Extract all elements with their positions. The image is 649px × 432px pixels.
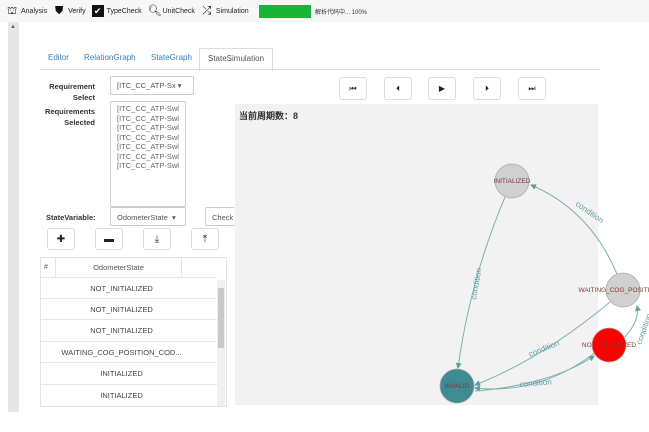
upload-icon: ⤒ [202,233,208,245]
minus-icon: ▬ [104,233,114,245]
edge-initialized-invalid [455,196,506,369]
caret-down-icon: ▾ [177,81,182,90]
table-row[interactable]: INITIALIZED [40,384,217,406]
first-icon: ⏮ [349,83,357,93]
cycle-count: 当前周期数：8 [239,111,299,121]
analysis-button[interactable]: ⛫ Analysis [6,5,48,17]
next-icon: ⏵ [485,83,489,93]
first-step-button[interactable]: ⏮ [339,77,367,100]
edge-notinit-waiting [624,305,641,338]
add-button[interactable]: ✚ [47,228,75,250]
last-step-button[interactable]: ⏭ [518,77,546,100]
edge-notinit-invalid [474,351,597,392]
state-node[interactable] [439,368,475,404]
table-row[interactable]: NOT_INITIALIZED [40,277,217,299]
play-icon: ▶ [438,84,446,93]
tab-editor[interactable]: Editor [48,53,69,62]
column-header-index: # [44,264,48,271]
list-item[interactable]: [ITC_CC_ATP-Swl [117,132,179,142]
previous-step-button[interactable]: ⏴ [384,77,412,100]
simulation-button[interactable]: ⤮ Simulation [202,5,249,17]
toolbar: ⛫ Analysis ⛊ Verify ✔ TypeCheck 🔍︎ UnitCheck… [0,0,649,22]
unitcheck-button[interactable]: 🔍︎ UnitCheck [147,5,195,17]
state-node-label: INVALID [445,383,470,390]
caret-down-icon: ▾ [172,213,176,222]
scroll-up-icon[interactable]: ▲ [10,24,16,30]
table-row[interactable]: NOT_INITIALIZED [40,319,217,341]
previous-icon: ⏴ [396,83,400,93]
tab-divider [40,69,600,70]
list-item[interactable]: [ITC_CC_ATP-Swl [117,142,179,151]
edge-label: condition [574,199,605,225]
requirement-select-label: Requirement Select [49,82,95,102]
state-node[interactable] [605,272,641,308]
plus-icon: ✚ [56,233,66,245]
edge-waiting-initialized [530,184,618,275]
verify-button[interactable]: ⛊ Verify [54,5,86,17]
list-item[interactable]: [ITC_CC_ATP-Swl [117,161,179,170]
state-node[interactable] [591,327,627,363]
table-row[interactable]: NOT_INITIALIZED [40,298,217,320]
list-item[interactable]: [ITC_CC_ATP-Swl [117,104,179,113]
state-node-label: WAITING_COG_POSITION_C [579,287,649,294]
hierarchy-icon: ⛫ [6,5,18,17]
state-node-label: NOT_INITIALIZED [582,342,636,349]
progress-text: 解析代码中... 100% [315,10,368,16]
export-button[interactable]: ⤒ [191,228,219,250]
shuffle-icon: ⤮ [202,5,212,17]
checkbox-icon: ✔ [91,5,104,17]
tab-statesimulation[interactable]: StateSimulation [199,48,274,71]
table-scrollbar[interactable] [217,280,225,406]
requirements-selected-label: Requirements Selected [44,107,95,127]
state-graph-panel: 当前周期数：8 [235,104,598,405]
edge-label: condition [519,377,552,389]
edge-label: condition [527,339,560,359]
remove-button[interactable]: ▬ [95,228,123,250]
state-table: # OdometerState [40,257,227,407]
play-button[interactable]: ▶ [428,77,456,100]
state-node-label: INITIALIZED [494,178,531,185]
requirement-select[interactable]: [ITC_CC_ATP-Sx ▾ [110,76,194,95]
tab-stategraph[interactable]: StateGraph [151,53,192,62]
left-scrollbar[interactable]: ▲ [8,22,19,412]
edge-label: condition [469,267,483,300]
shield-icon: ⛊ [54,5,64,17]
progress-bar [259,5,311,18]
next-step-button[interactable]: ⏵ [473,77,501,100]
scroll-thumb[interactable] [218,288,224,348]
typecheck-button[interactable]: ✔ TypeCheck [91,5,142,17]
list-item[interactable]: [ITC_CC_ATP-Swl [117,123,179,132]
last-icon: ⏭ [528,83,536,93]
tab-relationgraph[interactable]: RelationGraph [84,53,136,62]
table-row[interactable]: INITIALIZED [40,362,217,384]
list-item[interactable]: [ITC_CC_ATP-Swl [117,151,179,161]
state-node[interactable] [494,163,530,199]
check-button[interactable]: Check [205,207,235,226]
magnifier-icon: 🔍︎ [147,5,162,17]
state-variable-label: StateVariable: [46,213,96,222]
table-row[interactable]: WAITING_COG_POSITION_COD... [40,341,217,363]
column-header-state: OdometerState [55,258,182,278]
state-variable-select[interactable]: OdometerState ▾ [110,207,186,226]
import-button[interactable]: ⤓ [143,228,171,250]
download-icon: ⤓ [154,233,160,245]
list-item[interactable]: [ITC_CC_ATP-Swl [117,113,179,123]
edge-waiting-invalid [474,301,611,387]
requirements-selected-list[interactable]: [ITC_CC_ATP-Swl [ITC_CC_ATP-Swl [ITC_CC_… [110,101,186,207]
